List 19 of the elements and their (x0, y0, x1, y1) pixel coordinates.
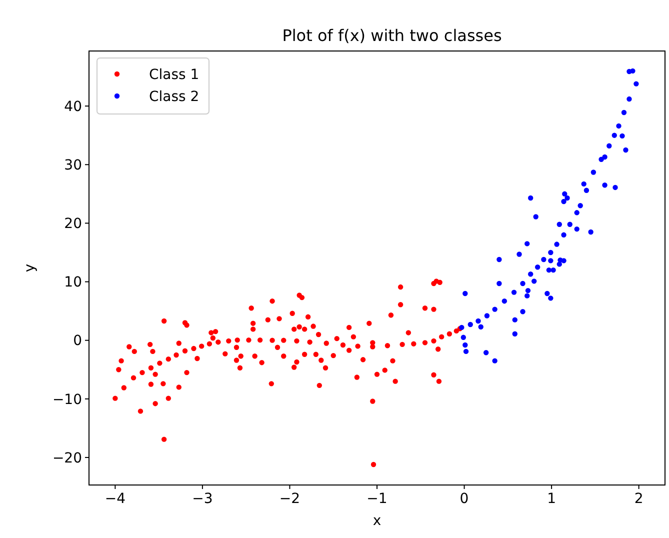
y-tick-label: −10 (52, 392, 82, 408)
x-tick-label: 0 (460, 491, 469, 507)
x-tick-label: −1 (366, 491, 388, 507)
x-tick-label: −2 (279, 491, 300, 507)
legend-label: Class 1 (149, 66, 200, 83)
y-tick-label: 20 (64, 216, 82, 232)
y-tick-label: 40 (64, 98, 82, 115)
legend-label: Class 2 (149, 88, 200, 105)
x-axis-title: x (372, 513, 382, 529)
x-tick-label: −4 (104, 491, 126, 507)
y-tick-label: 0 (73, 333, 82, 350)
x-tick-label: −3 (192, 491, 213, 507)
chart-title: Plot of f(x) with two classes (282, 26, 502, 45)
x-tick-label: 2 (634, 491, 644, 507)
y-axis-title: y (22, 264, 38, 272)
y-tick-label: 10 (64, 274, 82, 291)
y-tick-label: −20 (52, 450, 82, 466)
x-tick-label: 1 (547, 491, 556, 507)
y-tick-label: 30 (64, 158, 82, 174)
